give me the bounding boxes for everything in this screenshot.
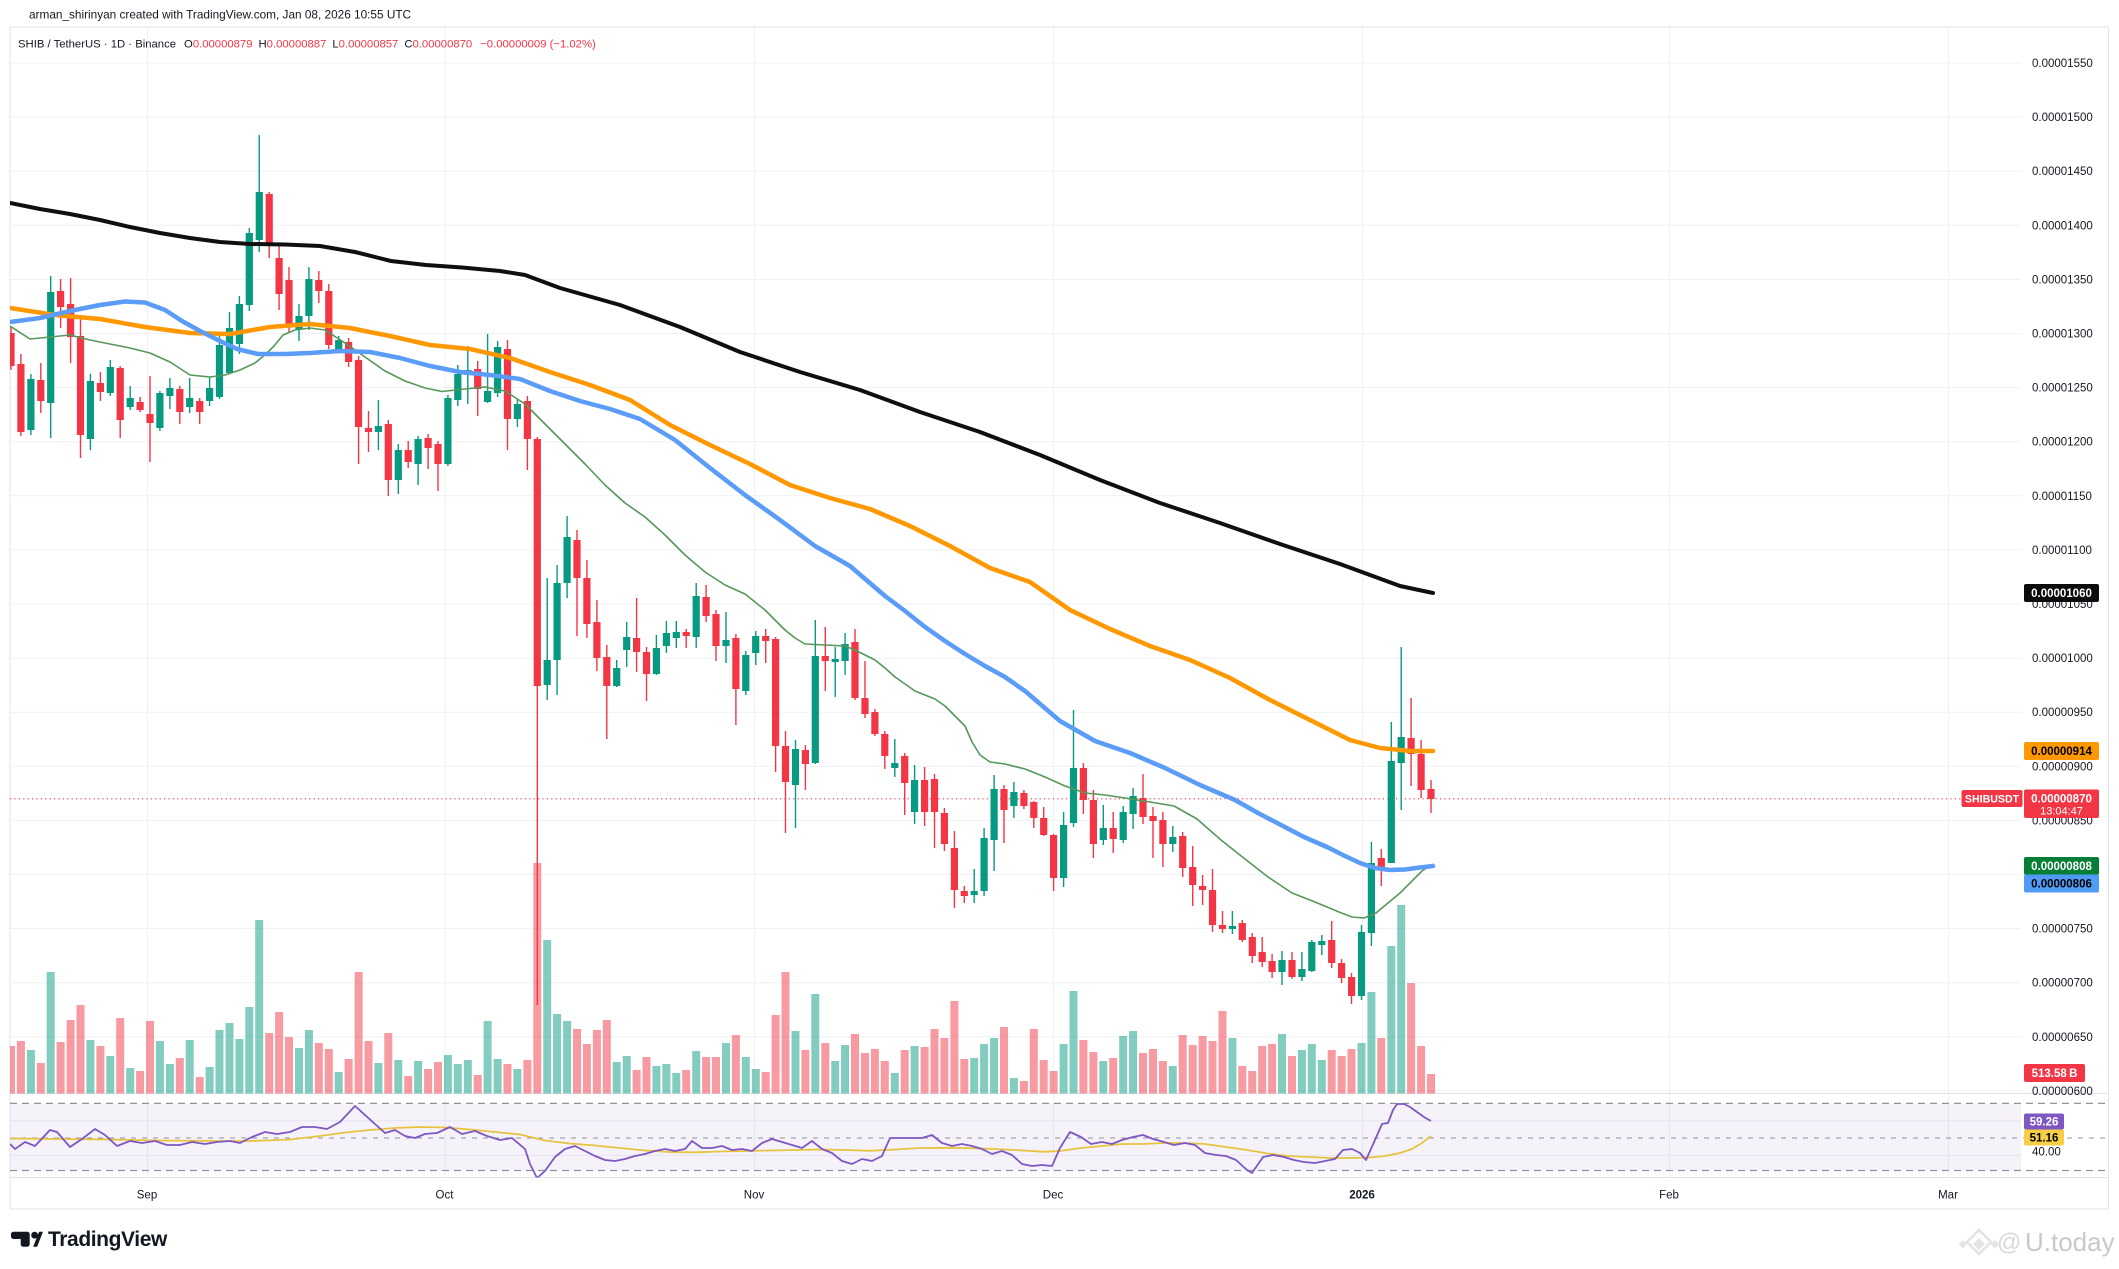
svg-text:0.00001500: 0.00001500 <box>2032 112 2093 124</box>
svg-text:SHIBUSDT: SHIBUSDT <box>1965 793 2020 805</box>
svg-text:51.16: 51.16 <box>2030 1133 2059 1145</box>
svg-text:Dec: Dec <box>1043 1190 1064 1202</box>
svg-text:0.00001450: 0.00001450 <box>2032 166 2093 178</box>
svg-text:0.00001550: 0.00001550 <box>2032 58 2093 70</box>
svg-text:0.00000900: 0.00000900 <box>2032 761 2093 773</box>
svg-text:SHIB / TetherUS · 1D · Binance: SHIB / TetherUS · 1D · Binance O0.0000087… <box>18 39 596 51</box>
svg-text:arman_shirinyan created with T: arman_shirinyan created with TradingView… <box>29 8 412 22</box>
svg-text:U.today: U.today <box>2025 1227 2115 1257</box>
svg-text:TradingView: TradingView <box>48 1228 168 1251</box>
svg-text:0.00000850: 0.00000850 <box>2032 815 2093 827</box>
svg-text:0.00001250: 0.00001250 <box>2032 383 2093 395</box>
svg-text:0.00000806: 0.00000806 <box>2031 879 2092 891</box>
svg-text:0.00001000: 0.00001000 <box>2032 653 2093 665</box>
svg-text:0.00000870: 0.00000870 <box>2031 793 2092 805</box>
svg-text:Sep: Sep <box>137 1190 157 1202</box>
svg-text:0.00000600: 0.00000600 <box>2032 1086 2093 1098</box>
svg-text:0.00001100: 0.00001100 <box>2032 545 2092 557</box>
svg-text:@: @ <box>1997 1229 2021 1256</box>
svg-text:59.26: 59.26 <box>2030 1117 2059 1129</box>
svg-text:Mar: Mar <box>1938 1190 1958 1202</box>
svg-text:0.00000650: 0.00000650 <box>2032 1032 2093 1044</box>
svg-text:Feb: Feb <box>1659 1190 1679 1202</box>
svg-text:0.00000950: 0.00000950 <box>2032 707 2093 719</box>
svg-text:513.58 B: 513.58 B <box>2032 1068 2078 1080</box>
svg-text:13:04:47: 13:04:47 <box>2040 806 2083 818</box>
svg-text:Nov: Nov <box>744 1190 765 1202</box>
svg-text:2026: 2026 <box>1349 1190 1375 1202</box>
svg-text:0.00001400: 0.00001400 <box>2032 220 2093 232</box>
svg-text:0.00000700: 0.00000700 <box>2032 978 2093 990</box>
svg-text:0.00001060: 0.00001060 <box>2031 588 2092 600</box>
svg-text:40.00: 40.00 <box>2032 1147 2061 1159</box>
svg-text:Oct: Oct <box>436 1190 455 1202</box>
svg-text:0.00001300: 0.00001300 <box>2032 329 2093 341</box>
svg-text:0.00001150: 0.00001150 <box>2032 491 2092 503</box>
svg-text:0.00001200: 0.00001200 <box>2032 437 2093 449</box>
svg-text:0.00000914: 0.00000914 <box>2031 746 2092 758</box>
svg-text:0.00000750: 0.00000750 <box>2032 924 2093 936</box>
svg-text:0.00001350: 0.00001350 <box>2032 274 2093 286</box>
svg-text:0.00000808: 0.00000808 <box>2031 861 2092 873</box>
